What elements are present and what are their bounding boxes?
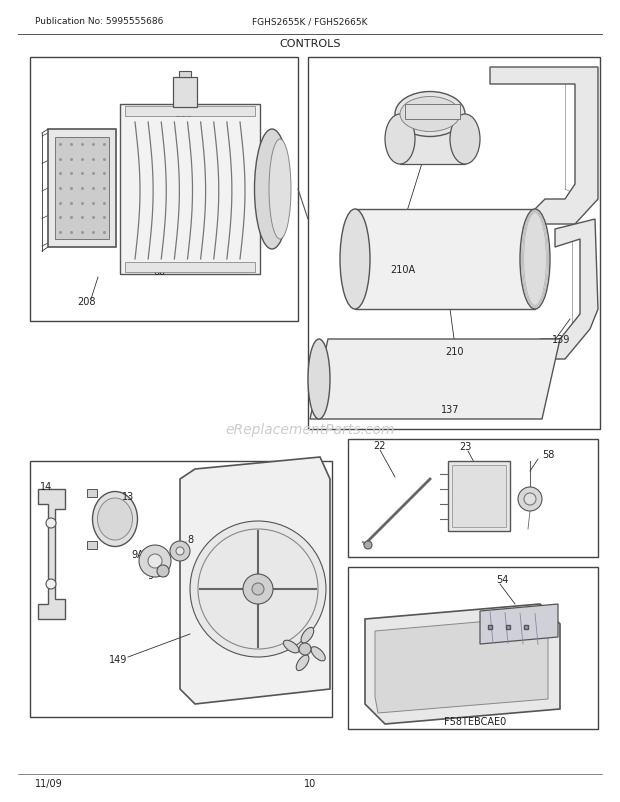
Bar [120, 105, 260, 274]
Ellipse shape [296, 655, 309, 670]
Ellipse shape [311, 647, 326, 661]
Polygon shape [375, 618, 548, 713]
Text: 5: 5 [302, 565, 308, 574]
Text: CONTROLS: CONTROLS [279, 39, 341, 49]
Circle shape [157, 565, 169, 577]
Bar [448, 461, 510, 532]
Circle shape [243, 574, 273, 604]
Text: F58TEBCAE0: F58TEBCAE0 [444, 716, 506, 726]
Bar [452, 465, 506, 528]
Polygon shape [480, 604, 558, 644]
Text: 10: 10 [304, 778, 316, 788]
Circle shape [190, 521, 326, 657]
Ellipse shape [308, 339, 330, 419]
Text: 13: 13 [122, 492, 134, 501]
Bar [87, 489, 97, 497]
Text: FGHS2655K / FGHS2665K: FGHS2655K / FGHS2665K [252, 18, 368, 26]
Text: 149: 149 [109, 654, 127, 664]
Text: 22: 22 [374, 440, 386, 451]
Circle shape [299, 643, 311, 655]
Polygon shape [38, 489, 65, 619]
Ellipse shape [340, 210, 370, 310]
Text: 58: 58 [542, 449, 554, 460]
Text: Publication No: 5995555686: Publication No: 5995555686 [35, 18, 164, 26]
Bar [30, 461, 332, 717]
Ellipse shape [385, 115, 415, 164]
Circle shape [176, 547, 184, 555]
Polygon shape [310, 339, 560, 419]
Bar [30, 58, 298, 322]
Bar [48, 130, 116, 248]
Ellipse shape [395, 92, 465, 137]
Bar [173, 78, 197, 107]
Polygon shape [490, 68, 598, 225]
Text: 54: 54 [496, 574, 508, 585]
Text: 81: 81 [255, 203, 267, 213]
Circle shape [170, 541, 190, 561]
Ellipse shape [97, 498, 133, 541]
Ellipse shape [301, 628, 314, 643]
Text: 11/09: 11/09 [35, 778, 63, 788]
Bar [308, 58, 600, 429]
Ellipse shape [92, 492, 138, 547]
Ellipse shape [254, 130, 290, 249]
Text: 9A: 9A [131, 549, 144, 559]
Text: 115: 115 [175, 109, 193, 119]
Text: 23: 23 [459, 441, 471, 452]
Circle shape [139, 545, 171, 577]
Circle shape [524, 493, 536, 505]
Bar [355, 210, 535, 310]
Bar [405, 105, 460, 119]
Bar [348, 439, 598, 557]
Circle shape [518, 488, 542, 512]
Bar [179, 72, 191, 78]
Bar [55, 138, 109, 240]
Circle shape [148, 554, 162, 569]
Ellipse shape [269, 140, 291, 240]
Bar [400, 115, 465, 164]
Circle shape [46, 579, 56, 589]
Text: 210A: 210A [390, 265, 415, 274]
Text: 139: 139 [552, 334, 570, 345]
Text: 208: 208 [77, 297, 95, 306]
Ellipse shape [400, 97, 460, 132]
Ellipse shape [450, 115, 480, 164]
Polygon shape [180, 457, 330, 704]
Circle shape [252, 583, 264, 595]
Text: eReplacementParts.com: eReplacementParts.com [225, 423, 395, 436]
Bar [125, 263, 255, 273]
Polygon shape [365, 604, 560, 724]
Ellipse shape [283, 641, 299, 653]
Text: 14: 14 [40, 481, 52, 492]
Text: 209: 209 [58, 152, 76, 162]
Bar [87, 541, 97, 549]
Text: 9: 9 [147, 570, 153, 581]
Text: 8: 8 [187, 534, 193, 545]
Ellipse shape [520, 210, 550, 310]
Circle shape [364, 541, 372, 549]
Bar [348, 567, 598, 729]
Text: 60: 60 [154, 267, 166, 277]
Polygon shape [540, 220, 598, 359]
Circle shape [46, 518, 56, 529]
Text: 210: 210 [446, 346, 464, 357]
Bar [125, 107, 255, 117]
Text: 137: 137 [441, 404, 459, 415]
Text: 50: 50 [419, 674, 431, 684]
